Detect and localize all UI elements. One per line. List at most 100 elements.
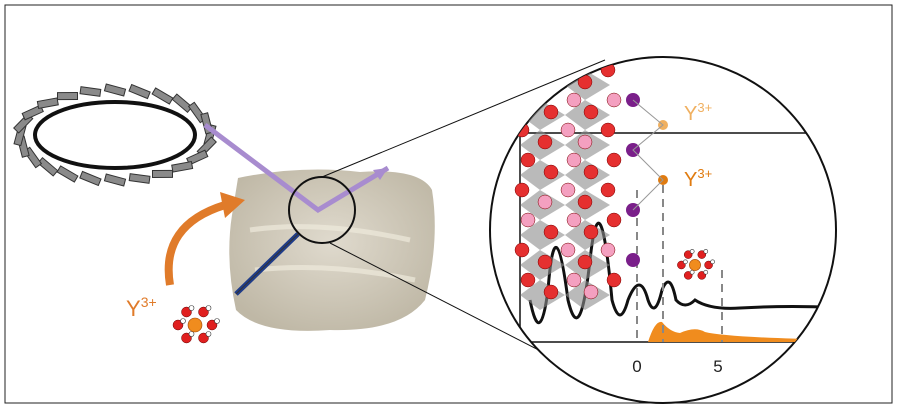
atom — [543, 104, 559, 120]
orange-curve — [648, 321, 836, 342]
oxygen — [697, 271, 707, 280]
bond — [632, 99, 664, 211]
ion-label: Y3+ — [126, 294, 157, 321]
atom — [560, 182, 576, 198]
black-curve — [528, 221, 836, 324]
zoom-line — [321, 59, 606, 178]
ion-symbol: Y — [684, 103, 697, 125]
sheet — [171, 93, 193, 114]
atom — [560, 122, 576, 138]
sheet — [128, 173, 151, 184]
hydrogen — [689, 249, 695, 254]
sheet — [151, 87, 174, 105]
atom — [537, 254, 553, 270]
hydrogen — [180, 318, 186, 324]
sheet — [128, 83, 151, 100]
ion-label: Y3+ — [684, 100, 712, 125]
hydrogen — [188, 331, 195, 337]
oxygen — [704, 260, 713, 270]
yttrium — [187, 317, 203, 333]
atom — [537, 194, 553, 210]
insert-arrow-head — [220, 192, 245, 218]
atom — [543, 224, 559, 240]
ion-symbol: Y — [684, 169, 697, 191]
yttrium — [689, 259, 701, 271]
oxygen — [181, 332, 192, 344]
sheet — [37, 156, 59, 177]
atom — [600, 122, 616, 138]
atom — [606, 152, 622, 168]
atom — [600, 182, 616, 198]
sheet — [151, 169, 174, 179]
atom — [583, 224, 599, 240]
oxygen — [683, 250, 693, 259]
ion-charge: 3+ — [697, 166, 712, 181]
hydrogen — [205, 331, 212, 337]
sheet — [21, 104, 44, 121]
atom — [514, 62, 530, 78]
atom — [566, 212, 582, 228]
ion-charge: 3+ — [141, 294, 157, 310]
ring-ellipse — [33, 100, 197, 170]
hydrogen — [703, 249, 709, 254]
ring — [13, 83, 217, 187]
atom — [577, 134, 593, 150]
sheet — [36, 97, 59, 110]
atom — [583, 104, 599, 120]
sheet — [103, 173, 127, 187]
beam — [203, 123, 390, 214]
atom — [543, 164, 559, 180]
material — [229, 169, 435, 331]
hydrogen — [205, 305, 212, 311]
sheet — [56, 91, 79, 101]
octahedron — [520, 220, 565, 250]
atom — [626, 253, 640, 267]
atom — [520, 92, 536, 108]
sheet — [79, 86, 102, 97]
sheet — [186, 149, 209, 166]
atom — [566, 272, 582, 288]
hydrogen — [710, 259, 715, 265]
ion-label: Y3+ — [684, 166, 712, 191]
hydrogen — [214, 318, 220, 324]
atom — [600, 242, 616, 258]
oxygen — [198, 306, 209, 318]
insert-arrow — [164, 201, 227, 286]
hydrogen — [683, 259, 688, 265]
atom — [566, 152, 582, 168]
atom — [566, 92, 582, 108]
atom — [514, 242, 530, 258]
water-clusters — [172, 249, 715, 344]
atom — [543, 284, 559, 300]
hydrogen — [703, 269, 709, 275]
sheet — [171, 160, 194, 173]
atom — [606, 272, 622, 288]
x-tick-label: 0 — [632, 357, 641, 376]
atom — [606, 92, 622, 108]
sheet — [103, 83, 127, 97]
hydrogen — [689, 269, 695, 275]
sheet — [79, 170, 102, 187]
octahedron — [520, 160, 565, 190]
atom — [577, 194, 593, 210]
atom — [606, 212, 622, 228]
atom — [514, 122, 530, 138]
atom — [520, 212, 536, 228]
oxygen — [198, 332, 209, 344]
x-tick-label: 5 — [713, 357, 722, 376]
oxygen — [697, 250, 707, 259]
beam-head — [373, 168, 388, 180]
atom — [583, 164, 599, 180]
atom — [577, 254, 593, 270]
octahedron — [520, 280, 565, 310]
atom — [520, 272, 536, 288]
sheet — [56, 165, 79, 183]
ion-symbol: Y — [126, 296, 141, 321]
magnifier-edge — [235, 233, 299, 295]
oxygen — [206, 319, 218, 331]
frame — [4, 4, 893, 404]
ion-charge: 3+ — [697, 100, 712, 115]
atom — [514, 182, 530, 198]
atom — [520, 152, 536, 168]
